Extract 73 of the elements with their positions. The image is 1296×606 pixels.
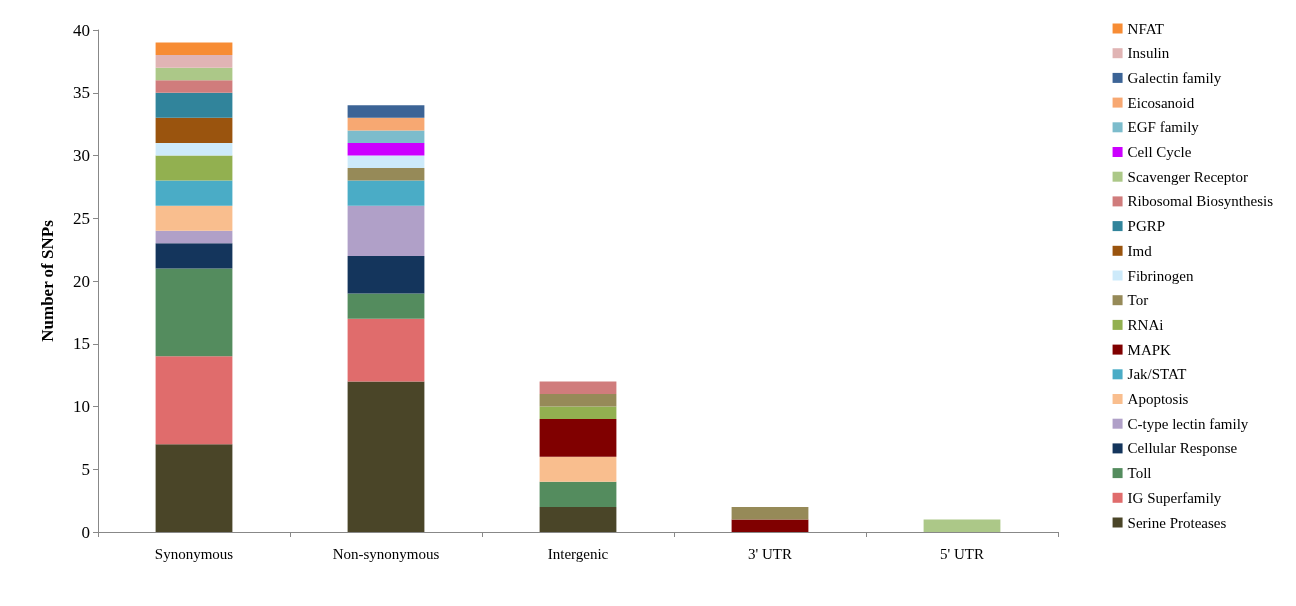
legend-label: Galectin family [1127,69,1222,86]
bar [347,293,425,319]
bar [347,142,425,156]
y-tick-label: 25 [73,208,90,228]
y-tick-label: 40 [73,20,90,40]
legend-label: Tor [1127,292,1149,309]
x-tick-label: Synonymous [154,545,234,562]
bar [347,155,425,169]
bar [155,230,233,244]
bar [155,444,233,532]
bar [155,268,233,357]
bar [539,381,617,394]
bar [155,42,233,56]
legend-label: IG Superfamily [1127,489,1222,506]
bar [155,80,233,93]
bar [347,318,425,382]
bar [347,205,425,256]
y-axis-title: Number of SNPs [38,219,57,342]
bar [923,519,1001,532]
legend-label: Fibrinogen [1127,267,1194,284]
bar [155,243,233,269]
legend-label: PGRP [1127,218,1166,235]
y-tick-label: 30 [73,146,90,165]
bar [347,180,425,206]
bar [155,142,233,156]
x-tick-label: Non-synonymous [332,545,440,562]
legend-label: C-type lectin family [1127,415,1249,432]
bar [539,481,617,507]
bar [347,117,425,131]
bar [539,419,617,457]
legend-label: Toll [1127,465,1152,482]
legend-label: RNAi [1127,316,1164,333]
bar [731,506,809,520]
bar [347,105,425,118]
y-tick-label: 10 [73,397,90,416]
y-tick-label: 15 [73,334,90,354]
bar [347,130,425,143]
bar [155,356,233,445]
legend-label: Scavenger Receptor [1127,168,1248,185]
legend-label: EGF family [1127,119,1200,136]
bar [155,180,233,206]
legend-label: Ribosomal Biosynthesis [1127,193,1274,210]
y-tick-label: 20 [73,271,90,291]
bar [155,117,233,143]
legend-label: Eicosanoid [1127,94,1195,111]
x-tick-label: 5' UTR [940,545,984,562]
bar [347,255,425,294]
legend-label: Cellular Response [1127,440,1238,457]
x-tick-label: Intergenic [547,545,609,562]
bar [155,92,233,118]
legend-label: Cell Cycle [1127,144,1192,160]
bar [539,406,617,420]
legend-label: Imd [1127,242,1153,259]
bar [155,67,233,81]
bar [731,519,809,532]
y-tick-label: 0 [81,522,90,542]
bar [539,456,617,482]
y-tick-label: 5 [81,459,90,479]
bar [155,55,233,68]
legend-label: Apoptosis [1127,391,1189,407]
legend-label: Serine Proteases [1127,514,1227,531]
bar [347,168,425,181]
bar [539,506,617,532]
bar [539,393,617,407]
legend-label: Jak/STAT [1127,366,1187,383]
bar [155,155,233,181]
bar [155,205,233,231]
x-tick-label: 3' UTR [748,545,792,562]
legend-label: NFAT [1127,20,1164,37]
bar [347,381,425,532]
y-tick-label: 35 [73,83,90,103]
legend-label: MAPK [1127,341,1172,358]
legend-label: Insulin [1127,45,1170,62]
